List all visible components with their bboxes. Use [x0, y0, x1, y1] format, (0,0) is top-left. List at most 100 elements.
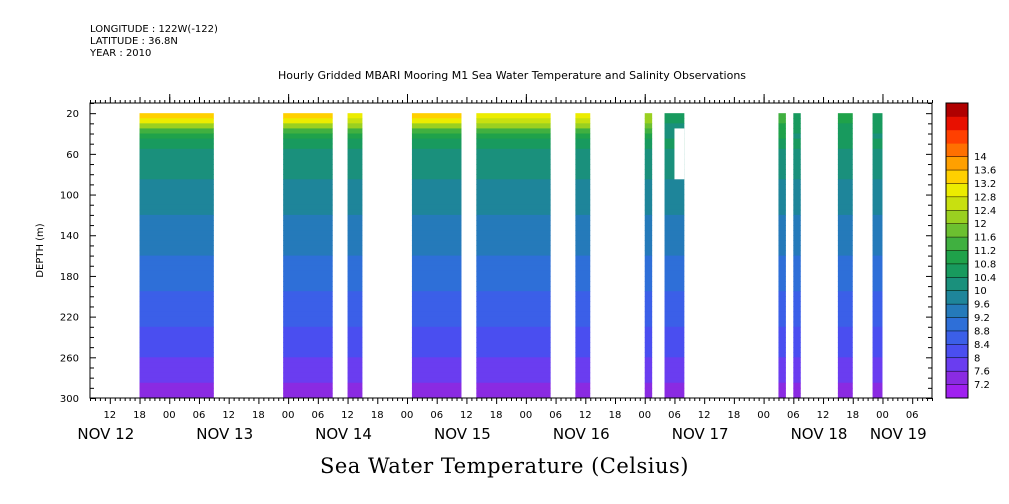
data-cell-block-10 [837, 336, 853, 343]
x-hour-tick-label: 12 [341, 410, 354, 421]
data-cell-block-8 [778, 169, 786, 175]
data-cell-block-0 [139, 240, 214, 247]
data-cell-block-9 [793, 260, 801, 267]
x-hour-tick-label: 00 [163, 410, 176, 421]
data-cell-block-2 [347, 296, 363, 302]
data-cell-block-3 [411, 189, 462, 196]
x-hour-tick-label: 18 [252, 410, 265, 421]
data-cell-block-7 [664, 281, 685, 287]
colorbar-label: 10.4 [974, 273, 996, 284]
data-cell-block-6 [644, 113, 653, 119]
colorbar-segment [946, 210, 968, 225]
data-cell-block-5 [575, 270, 591, 277]
data-cell-block-11 [872, 311, 883, 318]
x-hour-tick-label: 06 [787, 410, 800, 421]
colorbar-label: 8.8 [974, 326, 990, 337]
data-cell-block-4 [476, 143, 551, 150]
data-cell-block-1 [283, 230, 333, 236]
data-cell-block-1 [283, 357, 333, 363]
data-cell-block-4 [476, 377, 551, 384]
data-cell-block-8 [778, 357, 786, 363]
data-cell-block-11 [872, 331, 883, 338]
data-cell-block-10 [837, 225, 853, 231]
data-cell-block-3 [411, 174, 462, 180]
data-cell-block-11 [872, 281, 883, 287]
data-cell-block-7 [664, 321, 685, 328]
data-cell-block-9 [793, 158, 801, 165]
data-cell-block-7 [664, 270, 685, 277]
data-cell-block-7 [664, 275, 685, 282]
colorbar-label: 7.2 [974, 380, 990, 391]
y-tick-label: 260 [60, 353, 79, 364]
data-cell-block-11 [872, 209, 883, 216]
data-cell-block-10 [837, 148, 853, 155]
data-cell-block-4 [476, 321, 551, 328]
data-cell-block-5 [575, 326, 591, 333]
data-cell-block-2 [347, 143, 363, 150]
colorbar-label: 7.6 [974, 367, 990, 378]
data-cell-block-6 [644, 209, 653, 216]
data-cell-block-5 [575, 347, 591, 353]
y-tick-label: 60 [66, 150, 79, 161]
data-cell-block-6 [644, 204, 653, 211]
data-cell-block-1 [283, 296, 333, 302]
data-cell-block-7 [664, 387, 685, 394]
data-cell-block-1 [283, 133, 333, 140]
data-cell-block-6 [644, 270, 653, 277]
data-cell-block-7 [664, 336, 685, 343]
data-cell-block-3 [411, 245, 462, 252]
x-hour-tick-label: 00 [638, 410, 651, 421]
data-cell-block-3 [411, 362, 462, 369]
data-cell-block-10 [837, 143, 853, 150]
data-cell-block-8 [778, 209, 786, 216]
data-cell-block-0 [139, 194, 214, 201]
data-cell-block-7 [664, 174, 685, 180]
data-cell-block-0 [139, 382, 214, 389]
data-cell-block-2 [347, 245, 363, 252]
data-cell-block-7 [664, 362, 685, 369]
colorbar-label: 10 [974, 286, 987, 297]
data-cell-block-10 [837, 326, 853, 333]
data-cell-block-6 [644, 326, 653, 333]
data-cell-block-4 [476, 306, 551, 313]
data-cell-block-5 [575, 260, 591, 267]
data-cell-block-10 [837, 164, 853, 170]
data-cell-block-8 [778, 291, 786, 297]
data-cell-block-3 [411, 306, 462, 313]
data-cell-block-1 [283, 377, 333, 384]
data-cell-block-11 [872, 296, 883, 302]
data-cell-block-10 [837, 235, 853, 241]
data-cell-block-3 [411, 281, 462, 287]
x-hour-tick-label: 00 [876, 410, 889, 421]
data-cell-block-6 [644, 336, 653, 343]
data-cell-block-2 [347, 382, 363, 389]
data-cell-block-4 [476, 225, 551, 231]
data-cell-block-5 [575, 235, 591, 241]
data-cell-block-2 [347, 240, 363, 247]
data-cell-block-1 [283, 209, 333, 216]
data-cell-block-0 [139, 235, 214, 241]
y-tick-label: 140 [60, 231, 79, 242]
data-cell-block-7 [664, 123, 685, 130]
data-cell-block-4 [476, 387, 551, 394]
data-cell-block-3 [411, 219, 462, 226]
data-cell-block-10 [837, 179, 853, 185]
data-cell-block-7 [664, 225, 685, 231]
x-hour-tick-label: 00 [401, 410, 414, 421]
data-cell-block-1 [283, 352, 333, 358]
data-cell-block-3 [411, 311, 462, 318]
data-cell-block-4 [476, 362, 551, 369]
data-cell-block-4 [476, 118, 551, 124]
data-cell-block-6 [644, 179, 653, 185]
data-cell-block-1 [283, 174, 333, 180]
data-cell-block-1 [283, 113, 333, 119]
data-cell-block-7 [664, 184, 685, 191]
data-cell-block-7 [664, 169, 685, 175]
data-cell-block-3 [411, 321, 462, 328]
data-cell-block-8 [778, 118, 786, 124]
x-hour-tick-label: 06 [549, 410, 562, 421]
data-cell-block-11 [872, 189, 883, 196]
data-cell-block-5 [575, 138, 591, 145]
data-cell-block-4 [476, 382, 551, 389]
data-cell-block-2 [347, 311, 363, 318]
